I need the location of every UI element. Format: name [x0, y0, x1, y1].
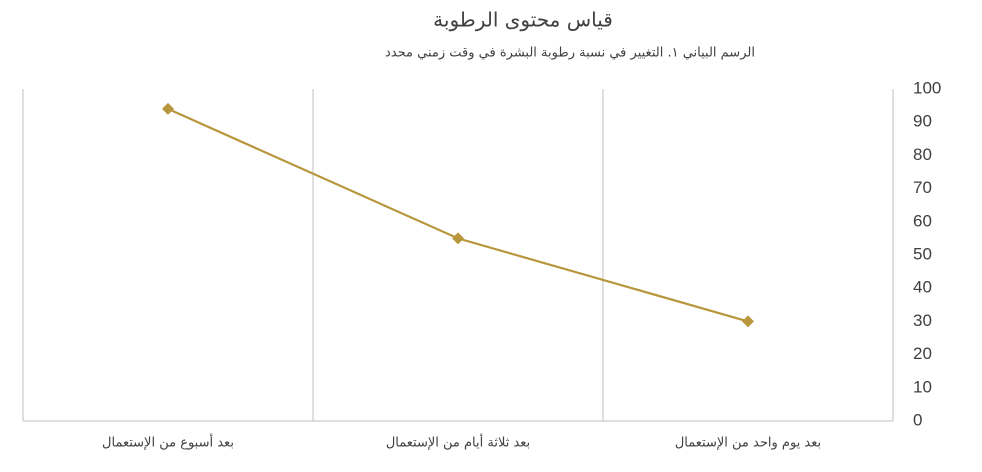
- x-tick-label: بعد أسبوع من الإستعمال: [102, 434, 234, 451]
- y-tick-label: 90: [913, 112, 932, 131]
- y-tick-label: 70: [913, 178, 932, 197]
- x-tick-label: بعد يوم واحد من الإستعمال: [675, 436, 821, 451]
- marker: [162, 102, 174, 115]
- marker: [742, 315, 754, 328]
- chart-title: قياس محتوى الرطوبة: [433, 8, 613, 32]
- y-tick-label: 60: [913, 211, 932, 230]
- y-tick-label: 100: [913, 78, 941, 97]
- y-tick-label: 30: [913, 311, 932, 330]
- y-tick-label: 40: [913, 278, 932, 297]
- line: [167, 107, 749, 323]
- y-tick-label: 10: [913, 377, 932, 396]
- x-tick-label: بعد ثلاثة أيام من الإستعمال: [386, 434, 530, 451]
- y-tick-label: 20: [913, 344, 932, 363]
- marker: [452, 232, 464, 245]
- y-tick-label: 50: [913, 244, 932, 263]
- y-tick-label: 80: [913, 145, 932, 164]
- chart-subtitle: الرسم البياني ١. التغيير في نسبة رطوبة ا…: [385, 46, 755, 61]
- y-tick-label: 0: [913, 410, 922, 429]
